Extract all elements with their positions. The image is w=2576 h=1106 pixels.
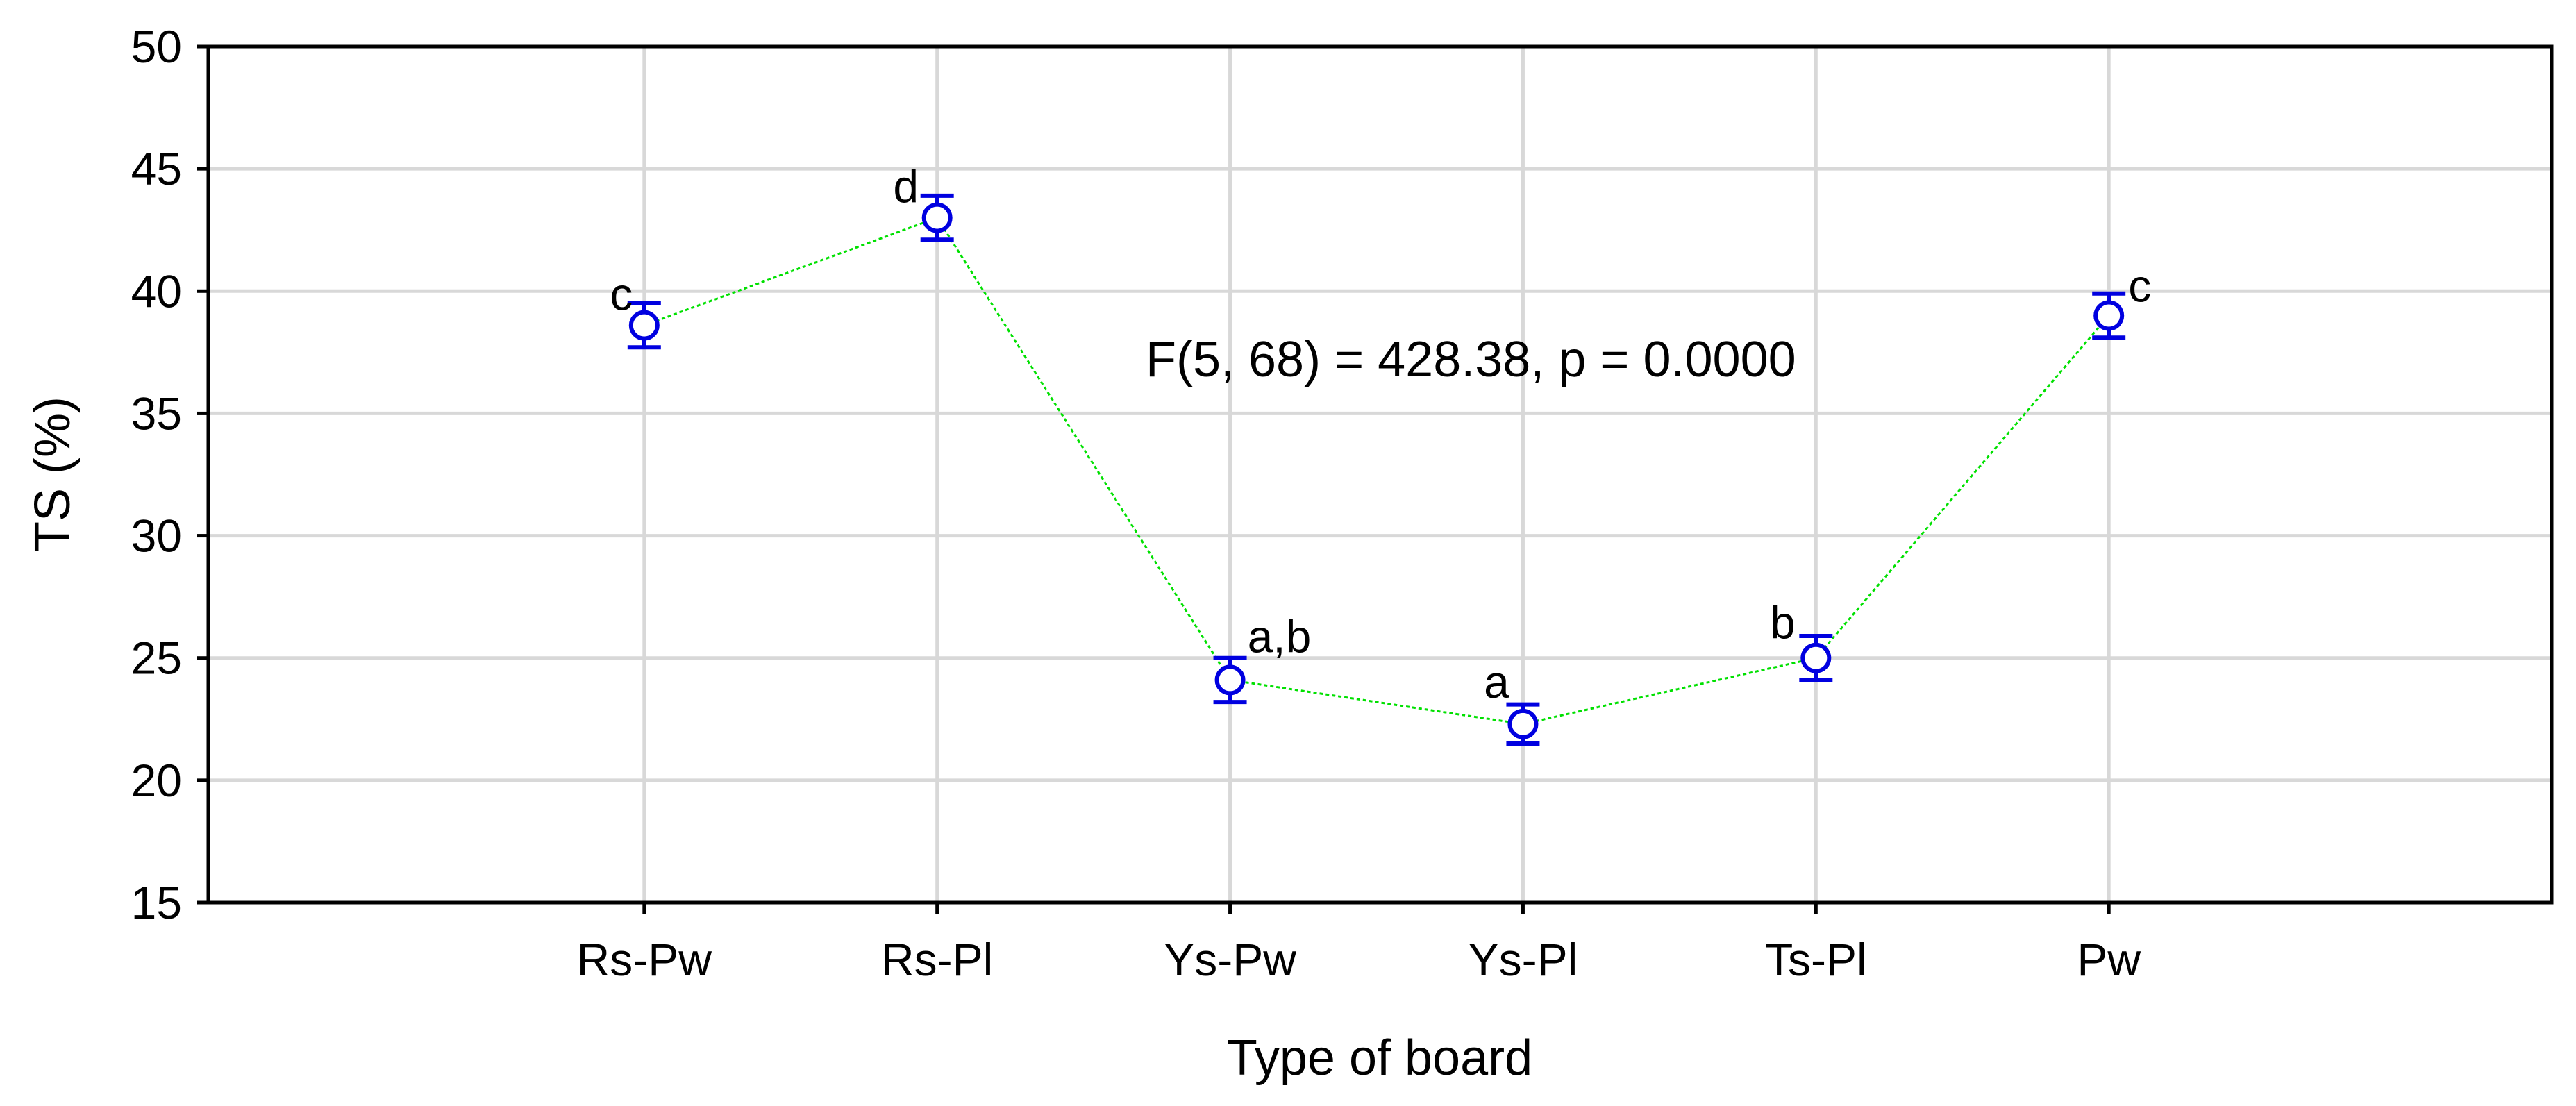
- x-axis: Rs-Pw Rs-Pl Ys-Pw Ys-Pl Ts-Pl Pw: [577, 903, 2141, 985]
- y-tick-label: 25: [131, 632, 182, 684]
- group-label: a: [1484, 656, 1509, 707]
- data-point: [1214, 664, 1246, 696]
- y-tick-label: 40: [131, 265, 182, 317]
- y-tick-label: 45: [131, 143, 182, 194]
- plot-frame: [206, 44, 2554, 905]
- x-tick-label: Pw: [2077, 934, 2141, 985]
- x-tick-label: Ys-Pl: [1469, 934, 1578, 985]
- y-tick-label: 50: [131, 21, 182, 72]
- x-tick-label: Rs-Pw: [577, 934, 712, 985]
- series-line: [644, 216, 2110, 726]
- group-label: b: [1770, 597, 1796, 648]
- data-point: [2093, 300, 2125, 331]
- y-tick-label: 20: [131, 755, 182, 806]
- data-point: [1800, 642, 1832, 673]
- group-label: c: [2128, 260, 2151, 312]
- y-axis: 15 20 25 30 35 40 45 50: [131, 21, 208, 928]
- data-point: [921, 202, 953, 233]
- x-axis-title: Type of board: [1227, 1030, 1532, 1086]
- y-tick-label: 30: [131, 510, 182, 562]
- y-axis-title: TS (%): [25, 396, 81, 552]
- x-tick-label: Rs-Pl: [881, 934, 993, 985]
- group-label: a,b: [1248, 610, 1312, 662]
- anova-annotation: F(5, 68) = 428.38, p = 0.0000: [1146, 332, 1796, 387]
- x-tick-label: Ts-Pl: [1765, 934, 1867, 985]
- data-point: [628, 310, 660, 341]
- data-point: [1507, 708, 1539, 739]
- series: c d a,b a b c: [610, 161, 2151, 746]
- y-tick-label: 35: [131, 387, 182, 439]
- group-label: d: [893, 161, 919, 212]
- grid-lines: [208, 47, 2552, 903]
- y-tick-label: 15: [131, 877, 182, 928]
- x-tick-label: Ys-Pw: [1164, 934, 1296, 985]
- group-label: c: [610, 269, 633, 320]
